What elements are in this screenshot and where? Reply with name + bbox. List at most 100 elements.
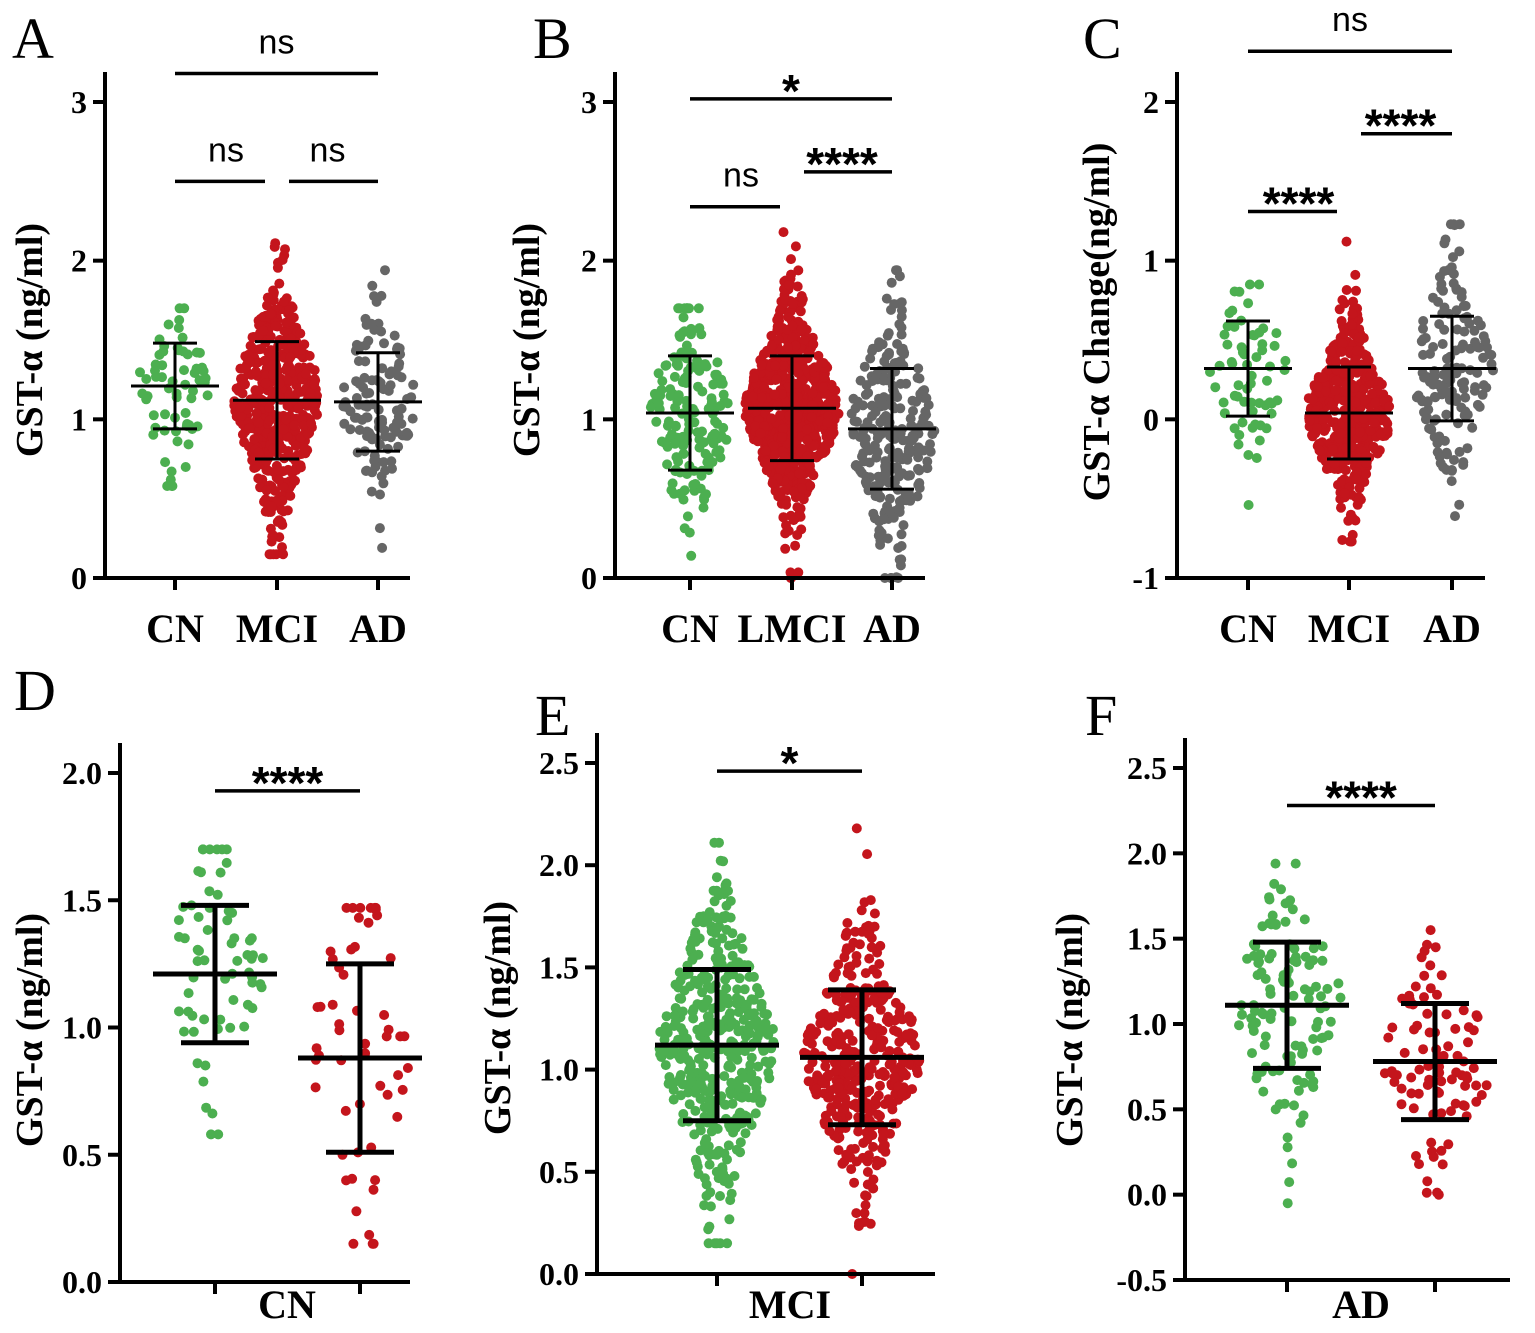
data-point [385,953,396,964]
data-point [761,1009,772,1020]
data-point [759,381,770,392]
data-point [796,483,807,494]
data-point [380,265,390,276]
data-point [748,994,759,1005]
data-point [768,440,779,451]
data-point [364,1229,375,1240]
data-point [192,1058,203,1069]
data-point [1422,1008,1433,1019]
data-point [280,364,291,375]
data-point [726,1188,737,1199]
data-point [239,1021,250,1032]
data-point [1451,1067,1462,1078]
y-tick-label: 1 [1143,243,1159,279]
data-point [793,567,804,578]
data-point [698,502,709,513]
data-point [840,930,851,941]
data-point [792,502,803,513]
data-point [1269,878,1280,889]
y-tick-label: 2 [581,243,597,279]
data-point [818,382,829,393]
data-point [850,460,861,471]
data-point [1358,413,1369,424]
data-point [281,414,291,425]
data-point [1355,427,1365,438]
data-point [701,489,711,500]
data-point [154,349,165,360]
data-point [733,1007,744,1017]
data-point [894,554,905,565]
data-point [748,372,759,383]
data-point [272,516,283,527]
data-point [388,422,399,433]
data-point [1318,413,1329,424]
data-point [876,995,887,1006]
data-point [1287,1158,1298,1169]
data-point [720,910,731,921]
data-point [719,1071,730,1082]
data-point [1321,464,1332,474]
data-point [895,403,906,414]
data-point [354,425,365,435]
data-point [1469,325,1480,336]
data-point [1222,321,1233,332]
data-point [775,305,785,316]
data-point [1300,951,1311,962]
data-point [726,1077,737,1088]
data-point [713,1145,724,1156]
data-point [367,467,378,478]
data-point [1461,1071,1472,1082]
data-point [360,1038,371,1049]
y-tick-label: 1.0 [1127,1006,1167,1042]
data-point [1331,356,1342,367]
data-point [645,402,656,413]
data-point [1288,990,1299,1001]
data-point [1262,375,1272,386]
data-point [918,445,929,456]
data-point [846,1046,856,1057]
data-point [712,1123,723,1134]
data-point [1472,1012,1483,1023]
data-point [679,1050,690,1061]
data-point [787,298,798,309]
data-point [894,271,905,282]
data-point [349,412,360,423]
data-point [1439,238,1450,249]
data-point [386,456,397,467]
data-point [1432,989,1442,1000]
data-point [231,383,242,394]
data-point [788,515,799,526]
data-point [1251,352,1262,363]
data-point [896,1088,907,1099]
y-tick-label: 1.0 [539,1052,579,1088]
data-point [801,424,812,435]
data-point [1256,967,1267,978]
data-point [690,1087,701,1098]
data-point [864,953,875,964]
y-tick-label: 3 [581,84,597,120]
data-point [282,400,293,411]
data-point [240,363,250,374]
data-point [1458,1100,1469,1111]
data-point [385,432,396,443]
data-point [735,1137,746,1148]
data-point [808,470,819,481]
data-point [228,995,239,1005]
data-point [878,514,889,525]
data-point [792,530,803,540]
data-point [1424,1027,1435,1038]
data-point [232,955,243,966]
data-point [678,440,689,451]
data-point [1341,236,1352,247]
data-point [1243,298,1254,309]
y-axis-label: GST-α Change(ng/ml) [1076,143,1118,502]
data-point [709,428,720,439]
data-point [1464,318,1475,329]
data-point [267,369,278,380]
data-point [1441,409,1452,420]
dots-cn [645,303,733,561]
data-point [841,1099,852,1110]
data-point [876,527,887,538]
data-point [196,867,206,878]
dots-baseline [1234,858,1346,1209]
